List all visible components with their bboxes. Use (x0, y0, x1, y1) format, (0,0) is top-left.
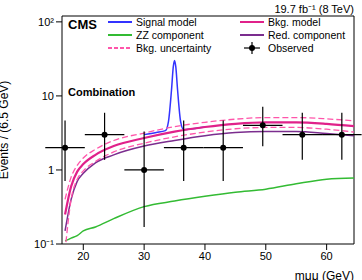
html-text:Bkg. uncertainty: Bkg. uncertainty (136, 42, 212, 54)
html-text:CMS: CMS (68, 17, 97, 32)
html-text:Observed: Observed (268, 42, 314, 54)
svg-text:mμμ (GeV): mμμ (GeV) (295, 269, 354, 280)
html-text:Bkg. model: Bkg. model (268, 16, 321, 28)
html-text:Red. component: Red. component (268, 29, 346, 41)
svg-text:10: 10 (42, 90, 54, 102)
html-text:Signal model: Signal model (136, 16, 197, 28)
svg-text:1: 1 (48, 164, 54, 176)
html-text:ZZ component: ZZ component (136, 29, 204, 41)
svg-text:30: 30 (138, 250, 150, 262)
svg-text:10⁻¹: 10⁻¹ (34, 238, 54, 250)
svg-text:10²: 10² (38, 16, 54, 28)
html-text:19.7 fb⁻¹ (8 TeV): 19.7 fb⁻¹ (8 TeV) (274, 3, 354, 15)
svg-text:Events / (6.5 GeV): Events / (6.5 GeV) (8, 81, 11, 180)
svg-text:60: 60 (321, 250, 333, 262)
html-text:Combination: Combination (68, 86, 136, 98)
svg-text:50: 50 (260, 250, 272, 262)
svg-text:40: 40 (199, 250, 211, 262)
svg-text:20: 20 (77, 250, 89, 262)
